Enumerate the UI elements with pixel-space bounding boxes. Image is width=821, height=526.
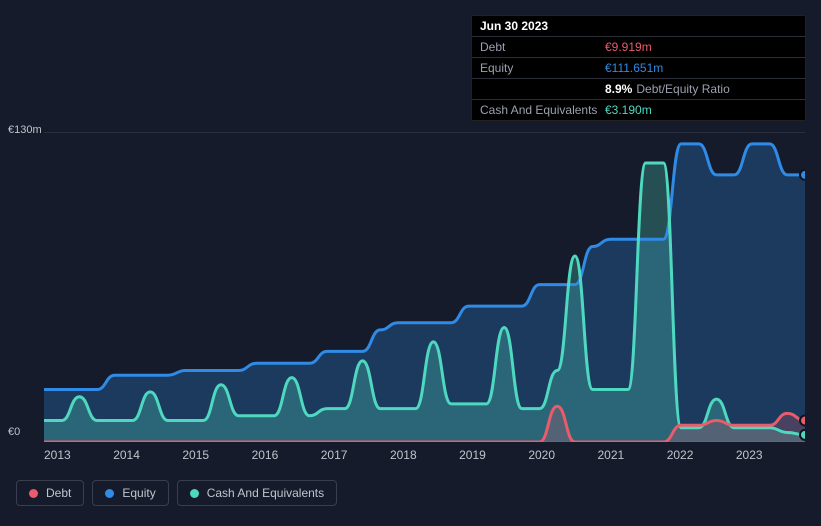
tooltip-row-ratio: 8.9%Debt/Equity Ratio: [472, 79, 805, 100]
legend-label: Cash And Equivalents: [207, 486, 324, 500]
x-tick: 2015: [182, 448, 251, 466]
tooltip-row-debt: Debt €9.919m: [472, 37, 805, 58]
marker-cash: [800, 430, 805, 440]
x-tick: 2022: [667, 448, 736, 466]
legend-label: Equity: [122, 486, 155, 500]
chart-tooltip: Jun 30 2023 Debt €9.919m Equity €111.651…: [471, 15, 806, 121]
marker-debt: [800, 416, 805, 426]
tooltip-value: €111.651m: [605, 61, 797, 75]
x-tick: 2020: [528, 448, 597, 466]
x-tick: 2013: [44, 448, 113, 466]
legend-label: Debt: [46, 486, 71, 500]
tooltip-value: €3.190m: [605, 103, 797, 117]
tooltip-label: Debt: [480, 40, 605, 54]
tooltip-date: Jun 30 2023: [480, 19, 548, 33]
x-tick: 2017: [321, 448, 390, 466]
tooltip-row-cash: Cash And Equivalents €3.190m: [472, 100, 805, 120]
legend-item-cash-and-equivalents[interactable]: Cash And Equivalents: [177, 480, 337, 506]
x-tick: 2023: [736, 448, 805, 466]
x-tick: 2016: [252, 448, 321, 466]
legend-dot-icon: [105, 489, 114, 498]
legend-dot-icon: [190, 489, 199, 498]
financial-chart: { "tooltip": { "date": "Jun 30 2023", "r…: [0, 0, 821, 526]
tooltip-row-equity: Equity €111.651m: [472, 58, 805, 79]
tooltip-value: 8.9%Debt/Equity Ratio: [605, 82, 797, 96]
x-tick: 2014: [113, 448, 182, 466]
marker-equity: [800, 170, 805, 180]
legend: Debt Equity Cash And Equivalents: [16, 480, 337, 506]
y-max-label: €130m: [8, 124, 42, 136]
y-zero-label: €0: [8, 426, 20, 438]
legend-item-debt[interactable]: Debt: [16, 480, 84, 506]
tooltip-value: €9.919m: [605, 40, 797, 54]
legend-item-equity[interactable]: Equity: [92, 480, 168, 506]
tooltip-label: Equity: [480, 61, 605, 75]
x-tick: 2021: [598, 448, 667, 466]
x-tick: 2018: [390, 448, 459, 466]
plot-area[interactable]: [44, 132, 805, 442]
x-axis: 2013201420152016201720182019202020212022…: [44, 448, 805, 466]
legend-dot-icon: [29, 489, 38, 498]
x-tick: 2019: [459, 448, 528, 466]
tooltip-label: [480, 82, 605, 96]
tooltip-label: Cash And Equivalents: [480, 103, 605, 117]
